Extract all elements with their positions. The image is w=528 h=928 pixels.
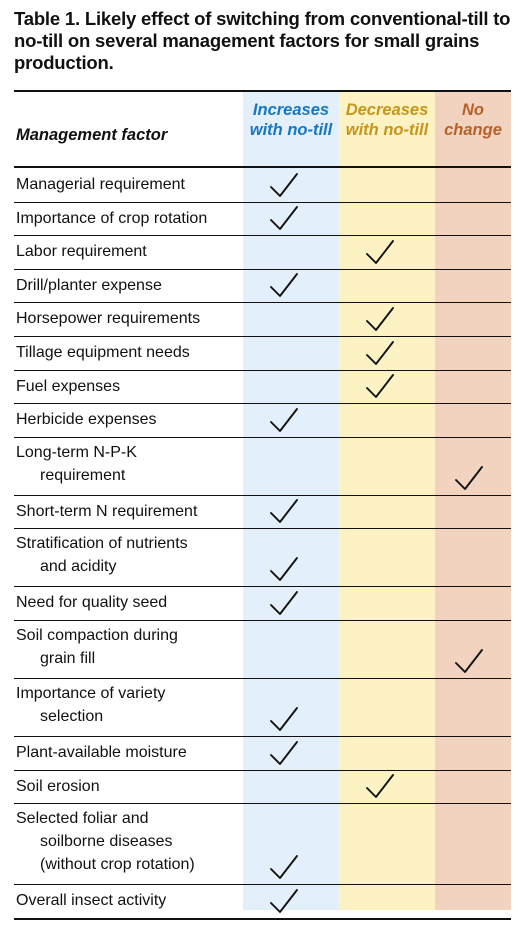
factor-text-line: Labor requirement bbox=[16, 243, 147, 261]
checkmark-icon bbox=[364, 339, 396, 367]
row-divider bbox=[14, 917, 511, 920]
factor-text-line: Selected foliar and bbox=[16, 810, 149, 828]
header-decreases: Decreases with no-till bbox=[339, 100, 435, 140]
row-factor-label: Stratification of nutrients and acidity bbox=[16, 532, 241, 578]
factor-text-line: requirement bbox=[40, 466, 126, 484]
header-increases: Increases with no-till bbox=[243, 100, 339, 140]
header-decreases-line1: Decreases bbox=[345, 101, 429, 119]
header-decreases-line2: with no-till bbox=[345, 121, 429, 139]
header-no-change: No change bbox=[435, 100, 511, 140]
header-increases-line2: with no-till bbox=[249, 121, 333, 139]
row-divider bbox=[14, 528, 511, 530]
row-divider bbox=[14, 369, 511, 371]
row-factor-label: Fuel expenses bbox=[16, 375, 241, 398]
factor-text-line: Horsepower requirements bbox=[16, 310, 201, 328]
checkmark-icon bbox=[453, 464, 485, 492]
row-factor-label: Long-term N-P-K requirement bbox=[16, 441, 241, 487]
factor-text-line: grain fill bbox=[40, 650, 96, 667]
row-divider bbox=[14, 403, 511, 405]
factor-text-line: Overall insect activity bbox=[16, 892, 167, 910]
checkmark-icon bbox=[364, 772, 396, 800]
row-factor-label: Plant-available moisture bbox=[16, 741, 241, 764]
row-divider bbox=[14, 803, 511, 805]
row-factor-label: Need for quality seed bbox=[16, 591, 241, 614]
factor-text-line: Plant-available moisture bbox=[16, 744, 187, 761]
checkmark-icon bbox=[268, 555, 300, 583]
row-factor-label: Drill/planter expense bbox=[16, 274, 241, 297]
factor-text-line: Herbicide expenses bbox=[16, 411, 157, 429]
header-no-change-line2: change bbox=[444, 121, 502, 139]
row-divider bbox=[14, 336, 511, 337]
row-factor-label: Selected foliar and soilborne diseases (wi… bbox=[16, 807, 241, 876]
row-factor-label: Soil erosion bbox=[16, 775, 241, 798]
header-no-change-line1: No bbox=[462, 101, 484, 119]
checkmark-icon bbox=[268, 739, 300, 767]
row-divider bbox=[14, 884, 511, 886]
checkmark-icon bbox=[268, 887, 300, 915]
row-factor-label: Labor requirement bbox=[16, 240, 241, 263]
factor-text-line: soilborne diseases bbox=[40, 833, 173, 851]
factor-text-line: Short-term N requirement bbox=[16, 502, 198, 520]
checkmark-icon bbox=[268, 204, 300, 232]
factor-text-line: (without crop rotation) bbox=[40, 856, 195, 874]
header-bottom-rule bbox=[14, 166, 511, 168]
factor-text-line: Importance of crop rotation bbox=[16, 209, 208, 227]
checkmark-icon bbox=[268, 271, 300, 299]
checkmark-icon bbox=[268, 497, 300, 525]
checkmark-icon bbox=[364, 305, 396, 333]
row-divider bbox=[14, 235, 511, 237]
row-divider bbox=[14, 736, 511, 737]
row-factor-label: Short-term N requirement bbox=[16, 500, 241, 523]
factor-text-line: Need for quality seed bbox=[16, 594, 168, 612]
no-change-column-band bbox=[435, 90, 511, 910]
row-factor-label: Importance of variety selection bbox=[16, 682, 241, 728]
effects-table: Increases with no-till Decreases with no… bbox=[14, 90, 511, 920]
checkmark-icon bbox=[364, 372, 396, 400]
checkmark-icon bbox=[268, 589, 300, 617]
row-divider bbox=[14, 678, 511, 679]
factor-text-line: Soil compaction during bbox=[16, 627, 178, 644]
row-factor-label: Managerial requirement bbox=[16, 173, 241, 196]
factor-text-line: Importance of variety bbox=[16, 685, 166, 702]
increases-column-band bbox=[243, 90, 339, 910]
checkmark-icon bbox=[268, 171, 300, 199]
checkmark-icon bbox=[453, 647, 485, 675]
row-divider bbox=[14, 201, 511, 203]
row-divider bbox=[14, 268, 511, 270]
row-divider bbox=[14, 302, 511, 304]
decreases-column-band bbox=[339, 90, 435, 910]
factor-text-line: and acidity bbox=[40, 558, 117, 576]
row-factor-label: Herbicide expenses bbox=[16, 408, 241, 431]
row-factor-label: Overall insect activity bbox=[16, 889, 241, 912]
row-divider bbox=[14, 436, 511, 438]
header-increases-line1: Increases bbox=[252, 101, 330, 119]
row-factor-label: Importance of crop rotation bbox=[16, 207, 241, 230]
checkmark-icon bbox=[268, 705, 300, 733]
factor-text-line: Drill/planter expense bbox=[16, 276, 162, 294]
row-divider bbox=[14, 586, 511, 588]
factor-text-line: Tillage equipment needs bbox=[16, 344, 190, 361]
header-management-factor: Management factor bbox=[16, 126, 168, 144]
table-title: Table 1. Likely effect of switching from… bbox=[14, 8, 511, 73]
row-divider bbox=[14, 620, 511, 621]
factor-text-line: Stratification of nutrients bbox=[16, 535, 188, 553]
checkmark-icon bbox=[364, 238, 396, 266]
row-divider bbox=[14, 769, 511, 771]
checkmark-icon bbox=[268, 406, 300, 434]
row-factor-label: Tillage equipment needs bbox=[16, 341, 241, 364]
row-factor-label: Soil compaction during grain fill bbox=[16, 624, 241, 670]
table-top-rule bbox=[14, 90, 511, 92]
row-factor-label: Horsepower requirements bbox=[16, 307, 241, 330]
factor-text-line: selection bbox=[40, 708, 104, 725]
row-divider bbox=[14, 494, 511, 496]
checkmark-icon bbox=[268, 853, 300, 881]
factor-text-line: Managerial requirement bbox=[16, 176, 185, 193]
factor-text-line: Long-term N-P-K bbox=[16, 443, 137, 461]
factor-text-line: Soil erosion bbox=[16, 777, 100, 795]
factor-text-line: Fuel expenses bbox=[16, 377, 121, 395]
